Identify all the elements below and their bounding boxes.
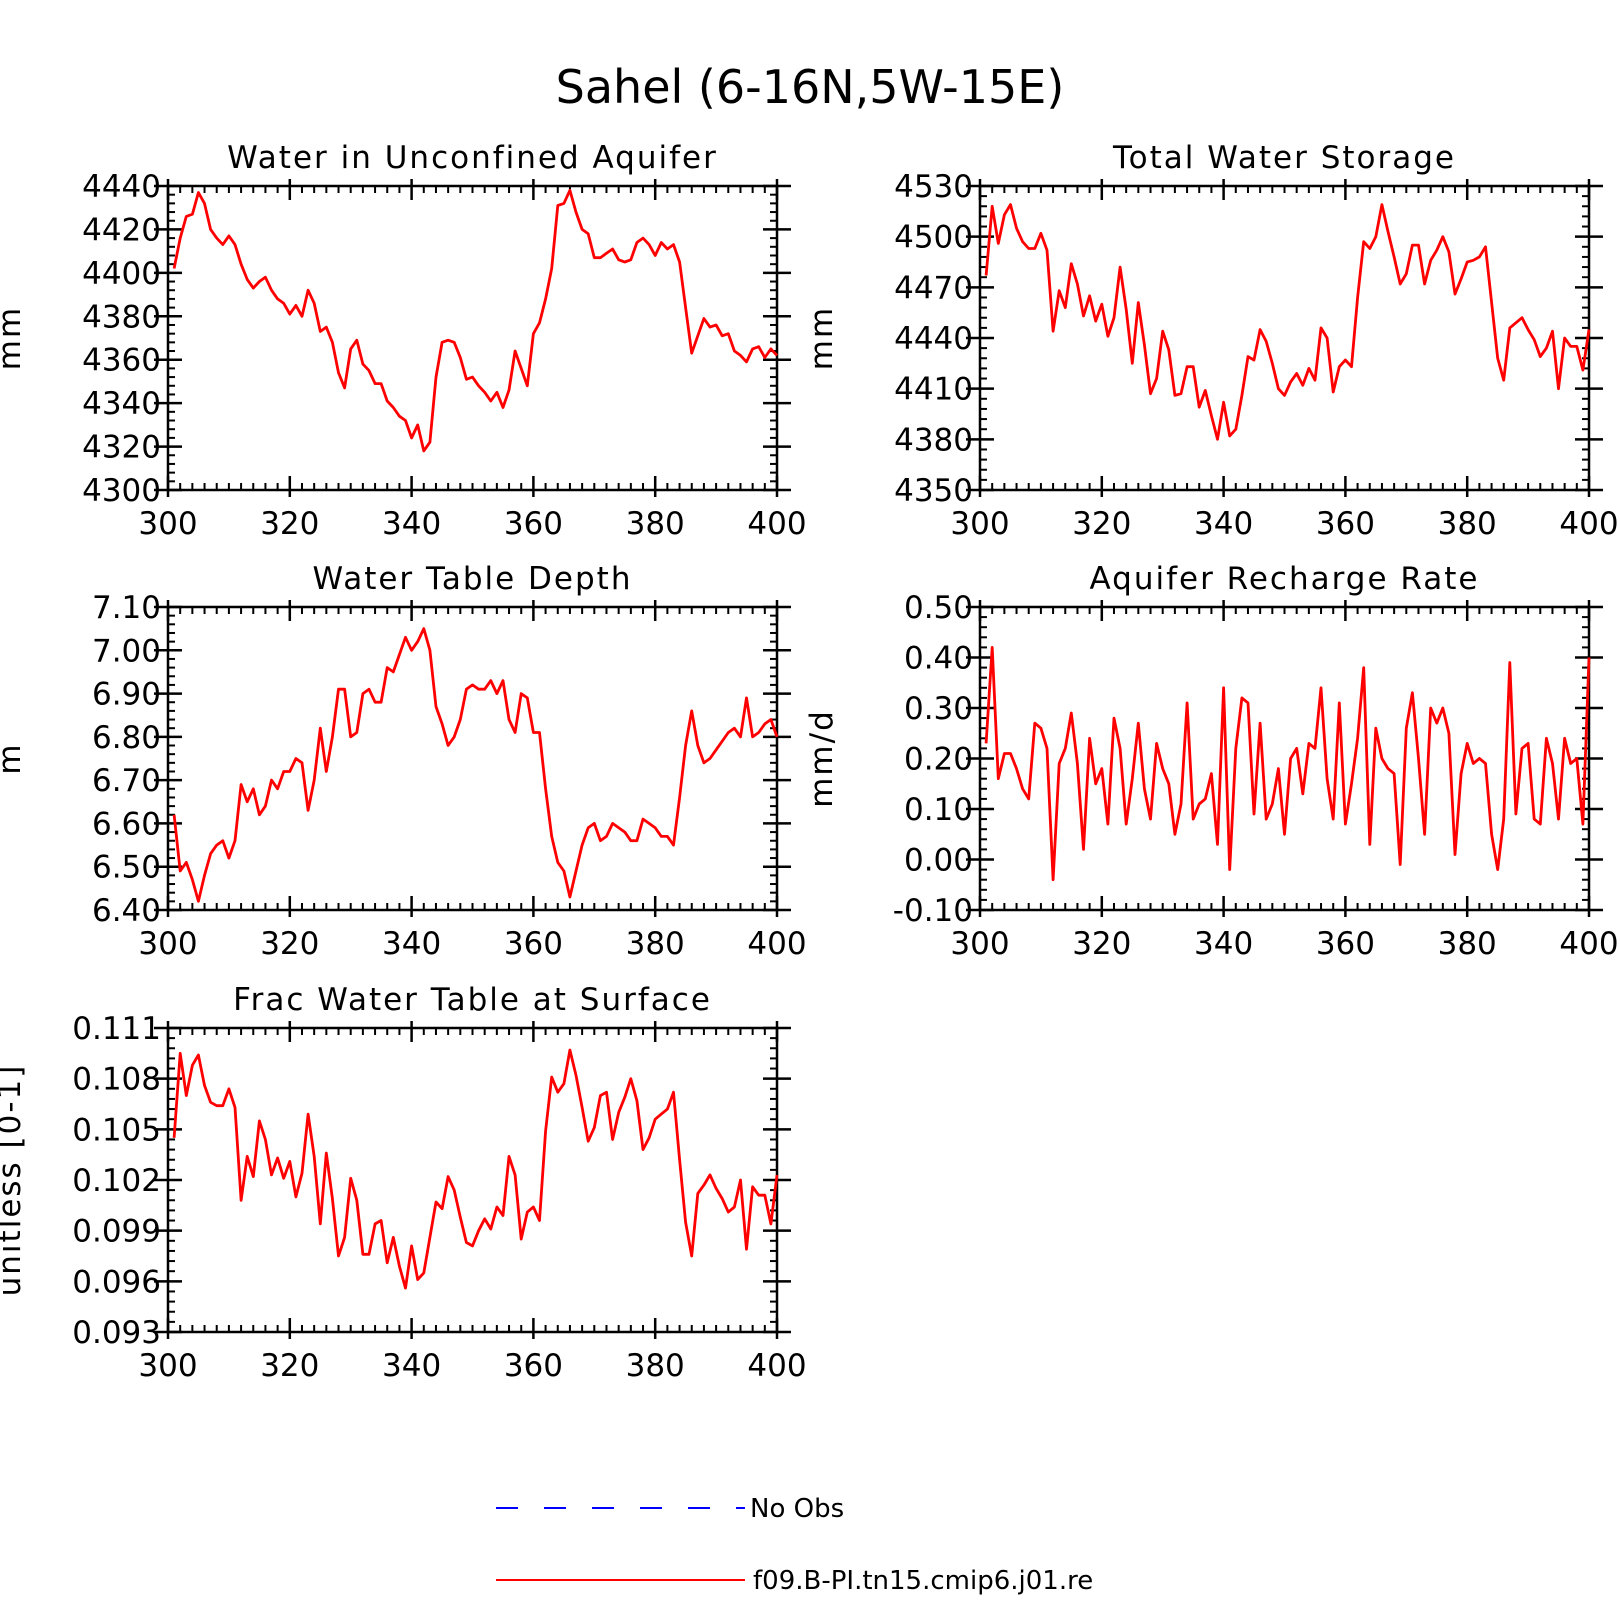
y-tick-label: 4320: [82, 430, 161, 466]
y-tick-label: 6.40: [92, 893, 161, 929]
y-tick-label: 0.20: [904, 742, 973, 778]
y-tick-label: 4380: [82, 299, 161, 335]
y-axis-label: unitless [0-1]: [0, 1064, 28, 1297]
y-tick-label: 4410: [894, 372, 973, 408]
y-axis-label: mm: [0, 306, 28, 370]
series-line: [984, 646, 1591, 882]
x-tick-label: 400: [1559, 506, 1618, 542]
y-tick-label: 4420: [82, 212, 161, 248]
y-axis-label: mm: [804, 306, 840, 370]
y-tick-label: 4470: [894, 270, 973, 306]
y-tick-label: 0.096: [72, 1264, 161, 1300]
x-tick-label: 380: [626, 506, 685, 542]
x-tick-label: 320: [1072, 926, 1131, 962]
y-tick-label: 6.90: [92, 677, 161, 713]
x-tick-label: 360: [1316, 926, 1375, 962]
x-tick-label: 380: [626, 1348, 685, 1384]
y-axis-label: m: [0, 742, 28, 774]
x-tick-label: 400: [747, 506, 806, 542]
y-tick-label: 0.105: [72, 1112, 161, 1148]
x-tick-label: 320: [1072, 506, 1131, 542]
x-tick-label: 340: [382, 506, 441, 542]
series-line: [172, 188, 779, 453]
series-line: [172, 1048, 779, 1290]
x-tick-label: 340: [1194, 926, 1253, 962]
x-tick-label: 320: [260, 506, 319, 542]
plot-frame: [166, 1026, 779, 1334]
panel-aquifer: Water in Unconfined Aquifer 300 320 340 360 3…: [0, 140, 807, 542]
x-tick-label: 380: [1438, 506, 1497, 542]
x-tick-label: 380: [626, 926, 685, 962]
panel-title: Aquifer Recharge Rate: [1090, 561, 1480, 597]
legend-label-model: f09.B-PI.tn15.cmip6.j01.re: [753, 1566, 1093, 1596]
panel-title: Water Table Depth: [313, 561, 633, 597]
x-tick-label: 360: [504, 1348, 563, 1384]
x-tick-label: 360: [504, 506, 563, 542]
x-tick-label: 300: [138, 506, 197, 542]
x-tick-label: 300: [138, 926, 197, 962]
legend-label-no-obs: No Obs: [750, 1494, 844, 1524]
x-tick-label: 340: [1194, 506, 1253, 542]
y-tick-label: 7.10: [92, 590, 161, 626]
y-tick-label: 4340: [82, 386, 161, 422]
y-tick-label: 4300: [82, 473, 161, 509]
panel-title: Frac Water Table at Surface: [233, 982, 712, 1018]
plot-frame: [166, 184, 779, 492]
x-tick-label: 360: [1316, 506, 1375, 542]
y-tick-label: 0.50: [904, 590, 973, 626]
x-tick-label: 340: [382, 926, 441, 962]
panels: Water in Unconfined Aquifer 300 320 340 360 3…: [0, 140, 1619, 1384]
plot-frame: [978, 184, 1591, 492]
plot-frame: [166, 605, 779, 912]
x-tick-label: 320: [260, 926, 319, 962]
x-tick-label: 360: [504, 926, 563, 962]
x-tick-label: 300: [138, 1348, 197, 1384]
y-tick-label: 4350: [894, 473, 973, 509]
y-tick-label: 0.093: [72, 1315, 161, 1351]
y-tick-label: 4500: [894, 220, 973, 256]
panel-title: Water in Unconfined Aquifer: [227, 140, 718, 176]
y-tick-label: 0.00: [904, 843, 973, 879]
panel-recharge: Aquifer Recharge Rate 300 320 340 360 380 400 -…: [804, 561, 1619, 962]
legend: No Obs f09.B-PI.tn15.cmip6.j01.re: [496, 1494, 1093, 1596]
panel-frac-surface: Frac Water Table at Surface 300 320 340 360 3…: [0, 982, 807, 1384]
y-tick-label: 0.099: [72, 1214, 161, 1250]
y-tick-label: 4380: [894, 422, 973, 458]
y-tick-label: 4440: [894, 321, 973, 357]
y-tick-label: 6.80: [92, 720, 161, 756]
y-tick-label: 0.30: [904, 691, 973, 727]
panel-total-storage: Total Water Storage 300 320 340 360 380 400 435…: [804, 140, 1619, 542]
series-line: [984, 203, 1591, 441]
y-tick-label: 6.60: [92, 806, 161, 842]
y-tick-label: -0.10: [893, 893, 973, 929]
y-tick-label: 7.00: [92, 633, 161, 669]
y-tick-label: 6.50: [92, 850, 161, 886]
panel-title: Total Water Storage: [1112, 140, 1456, 176]
x-tick-label: 400: [1559, 926, 1618, 962]
figure-title: Sahel (6-16N,5W-15E): [556, 60, 1065, 114]
x-tick-label: 400: [747, 926, 806, 962]
y-tick-label: 0.10: [904, 792, 973, 828]
x-tick-label: 400: [747, 1348, 806, 1384]
x-tick-label: 380: [1438, 926, 1497, 962]
x-tick-label: 340: [382, 1348, 441, 1384]
x-tick-label: 300: [950, 926, 1009, 962]
x-tick-label: 320: [260, 1348, 319, 1384]
y-tick-label: 4400: [82, 256, 161, 292]
y-axis-label: mm/d: [804, 709, 840, 808]
y-tick-label: 4530: [894, 169, 973, 205]
y-tick-label: 0.40: [904, 641, 973, 677]
series-line: [172, 627, 779, 903]
x-tick-label: 300: [950, 506, 1009, 542]
y-tick-label: 0.108: [72, 1062, 161, 1098]
y-tick-label: 0.111: [72, 1011, 161, 1047]
y-tick-label: 0.102: [72, 1163, 161, 1199]
y-tick-label: 6.70: [92, 763, 161, 799]
panel-wtd: Water Table Depth 300 320 340 360 380 400 6.40 6…: [0, 561, 807, 962]
y-tick-label: 4360: [82, 343, 161, 379]
y-tick-label: 4440: [82, 169, 161, 205]
